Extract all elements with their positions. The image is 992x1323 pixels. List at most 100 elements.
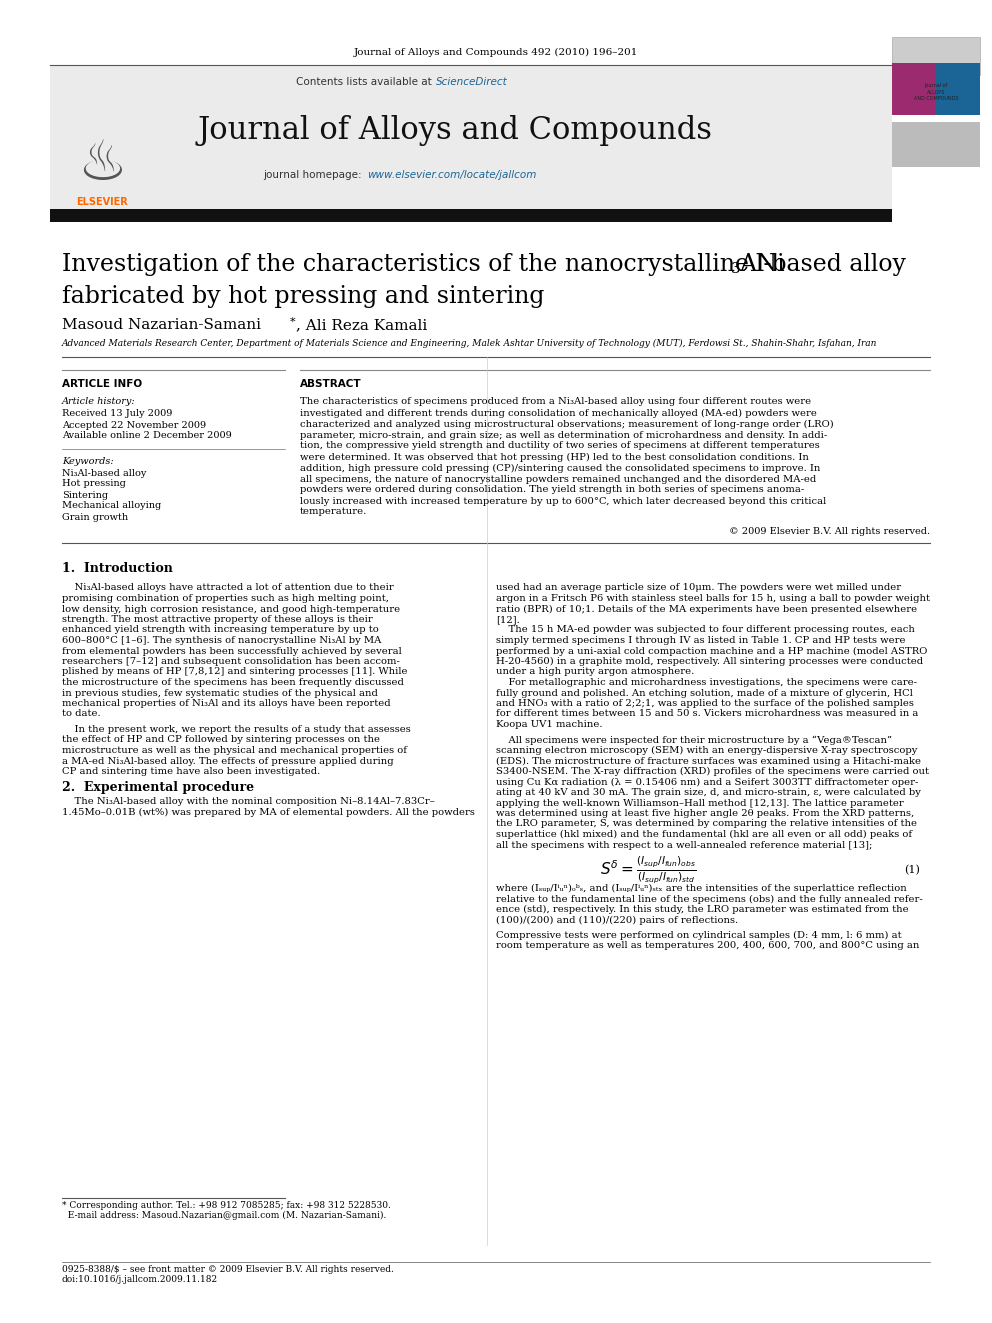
Text: Accepted 22 November 2009: Accepted 22 November 2009 [62,421,206,430]
Text: applying the well-known Williamson–Hall method [12,13]. The lattice parameter: applying the well-known Williamson–Hall … [496,799,904,807]
Text: relative to the fundamental line of the specimens (obs) and the fully annealed r: relative to the fundamental line of the … [496,894,923,904]
Text: Sintering: Sintering [62,491,108,500]
Text: argon in a Fritsch P6 with stainless steel balls for 15 h, using a ball to powde: argon in a Fritsch P6 with stainless ste… [496,594,930,603]
Text: ELSEVIER: ELSEVIER [76,197,128,206]
Text: Journal of Alloys and Compounds 492 (2010) 196–201: Journal of Alloys and Compounds 492 (201… [354,48,638,57]
Text: 0925-8388/$ – see front matter © 2009 Elsevier B.V. All rights reserved.: 0925-8388/$ – see front matter © 2009 El… [62,1266,394,1274]
Text: For metallographic and microhardness investigations, the specimens were care-: For metallographic and microhardness inv… [496,677,917,687]
FancyBboxPatch shape [892,37,980,75]
Text: [12].: [12]. [496,615,520,624]
Text: * Corresponding author. Tel.: +98 912 7085285; fax: +98 312 5228530.: * Corresponding author. Tel.: +98 912 70… [62,1200,391,1209]
Text: (1): (1) [904,865,920,876]
Text: E-mail address: Masoud.Nazarian@gmail.com (M. Nazarian-Samani).: E-mail address: Masoud.Nazarian@gmail.co… [62,1211,386,1220]
Text: (EDS). The microstructure of fracture surfaces was examined using a Hitachi-make: (EDS). The microstructure of fracture su… [496,757,921,766]
Text: parameter, micro-strain, and grain size; as well as determination of microhardne: parameter, micro-strain, and grain size;… [300,430,827,439]
Text: using Cu Kα radiation (λ = 0.15406 nm) and a Seifert 3003TT diffractometer oper-: using Cu Kα radiation (λ = 0.15406 nm) a… [496,778,919,787]
Text: characterized and analyzed using microstructural observations; measurement of lo: characterized and analyzed using microst… [300,419,833,429]
Text: was determined using at least five higher angle 2θ peaks. From the XRD patterns,: was determined using at least five highe… [496,808,915,818]
Text: In the present work, we report the results of a study that assesses: In the present work, we report the resul… [62,725,411,734]
Text: used had an average particle size of 10μm. The powders were wet milled under: used had an average particle size of 10μ… [496,583,901,593]
Text: Masoud Nazarian-Samani: Masoud Nazarian-Samani [62,318,261,332]
Text: powders were ordered during consolidation. The yield strength in both series of : powders were ordered during consolidatio… [300,486,805,495]
Text: www.elsevier.com/locate/jallcom: www.elsevier.com/locate/jallcom [367,169,537,180]
Text: Contents lists available at: Contents lists available at [296,77,435,87]
Text: ating at 40 kV and 30 mA. The grain size, d, and micro-strain, ε, were calculate: ating at 40 kV and 30 mA. The grain size… [496,789,921,796]
Text: The Ni₃Al-based alloy with the nominal composition Ni–8.14Al–7.83Cr–: The Ni₃Al-based alloy with the nominal c… [62,798,434,807]
Text: Koopa UV1 machine.: Koopa UV1 machine. [496,720,602,729]
Text: mechanical properties of Ni₃Al and its alloys have been reported: mechanical properties of Ni₃Al and its a… [62,699,391,708]
Text: room temperature as well as temperatures 200, 400, 600, 700, and 800°C using an: room temperature as well as temperatures… [496,942,920,950]
Text: ARTICLE INFO: ARTICLE INFO [62,378,142,389]
Text: lously increased with increased temperature by up to 600°C, which later decrease: lously increased with increased temperat… [300,496,826,505]
Text: researchers [7–12] and subsequent consolidation has been accom-: researchers [7–12] and subsequent consol… [62,658,400,665]
FancyBboxPatch shape [50,65,892,210]
Text: The 15 h MA-ed powder was subjected to four different processing routes, each: The 15 h MA-ed powder was subjected to f… [496,626,915,635]
Text: Keywords:: Keywords: [62,458,114,467]
Text: temperature.: temperature. [300,508,367,516]
Text: 600–800°C [1–6]. The synthesis of nanocrystalline Ni₃Al by MA: 600–800°C [1–6]. The synthesis of nanocr… [62,636,381,646]
Text: ratio (BPR) of 10;1. Details of the MA experiments have been presented elsewhere: ratio (BPR) of 10;1. Details of the MA e… [496,605,918,614]
Text: investigated and different trends during consolidation of mechanically alloyed (: investigated and different trends during… [300,409,816,418]
Text: in previous studies, few systematic studies of the physical and: in previous studies, few systematic stud… [62,688,378,697]
Text: journal homepage:: journal homepage: [263,169,365,180]
Text: All specimens were inspected for their microstructure by a “Vega®Tescan”: All specimens were inspected for their m… [496,736,892,745]
Text: the microstructure of the specimens has been frequently discussed: the microstructure of the specimens has … [62,677,404,687]
Text: ScienceDirect: ScienceDirect [436,77,508,87]
Text: Ni₃Al-based alloy: Ni₃Al-based alloy [62,468,147,478]
Text: promising combination of properties such as high melting point,: promising combination of properties such… [62,594,389,603]
Text: *: * [290,318,296,327]
Text: and HNO₃ with a ratio of 2;2;1, was applied to the surface of the polished sampl: and HNO₃ with a ratio of 2;2;1, was appl… [496,699,914,708]
Text: (100)/(200) and (110)/(220) pairs of reflections.: (100)/(200) and (110)/(220) pairs of ref… [496,916,738,925]
Text: ♨: ♨ [77,138,127,192]
Text: superlattice (hkl mixed) and the fundamental (hkl are all even or all odd) peaks: superlattice (hkl mixed) and the fundame… [496,830,912,839]
Text: Journal of
ALLOYS
AND COMPOUNDS: Journal of ALLOYS AND COMPOUNDS [914,83,958,101]
Text: were determined. It was observed that hot pressing (HP) led to the best consolid: were determined. It was observed that ho… [300,452,808,462]
Text: Mechanical alloying: Mechanical alloying [62,501,162,511]
Text: Article history:: Article history: [62,397,136,406]
Text: the effect of HP and CP followed by sintering processes on the: the effect of HP and CP followed by sint… [62,736,380,745]
Text: scanning electron microscopy (SEM) with an energy-dispersive X-ray spectroscopy: scanning electron microscopy (SEM) with … [496,746,918,755]
FancyBboxPatch shape [892,64,936,115]
FancyBboxPatch shape [892,122,980,167]
Text: performed by a uni-axial cold compaction machine and a HP machine (model ASTRO: performed by a uni-axial cold compaction… [496,647,928,656]
Text: all specimens, the nature of nanocrystalline powders remained unchanged and the : all specimens, the nature of nanocrystal… [300,475,816,483]
Text: Ni₃Al-based alloys have attracted a lot of attention due to their: Ni₃Al-based alloys have attracted a lot … [62,583,394,593]
Text: 2.  Experimental procedure: 2. Experimental procedure [62,781,254,794]
Text: a MA-ed Ni₃Al-based alloy. The effects of pressure applied during: a MA-ed Ni₃Al-based alloy. The effects o… [62,757,394,766]
Text: simply termed specimens I through IV as listed in Table 1. CP and HP tests were: simply termed specimens I through IV as … [496,636,906,646]
Text: ABSTRACT: ABSTRACT [300,378,362,389]
Text: Investigation of the characteristics of the nanocrystalline Ni: Investigation of the characteristics of … [62,254,785,277]
Text: plished by means of HP [7,8,12] and sintering processes [11]. While: plished by means of HP [7,8,12] and sint… [62,668,408,676]
Text: strength. The most attractive property of these alloys is their: strength. The most attractive property o… [62,615,373,624]
Text: © 2009 Elsevier B.V. All rights reserved.: © 2009 Elsevier B.V. All rights reserved… [729,527,930,536]
Text: S3400-NSEM. The X-ray diffraction (XRD) profiles of the specimens were carried o: S3400-NSEM. The X-ray diffraction (XRD) … [496,767,929,777]
Text: addition, high pressure cold pressing (CP)/sintering caused the consolidated spe: addition, high pressure cold pressing (C… [300,463,820,472]
Text: where (Iₛᵤₚ/Iⁱᵤⁿ)ₒᵇₛ, and (Iₛᵤₚ/Iⁱᵤⁿ)ₛₜₓ are the intensities of the superlattice: where (Iₛᵤₚ/Iⁱᵤⁿ)ₒᵇₛ, and (Iₛᵤₚ/Iⁱᵤⁿ)ₛₜₓ… [496,884,907,893]
Text: fabricated by hot pressing and sintering: fabricated by hot pressing and sintering [62,284,545,307]
Text: Hot pressing: Hot pressing [62,479,126,488]
Text: tion, the compressive yield strength and ductility of two series of specimens at: tion, the compressive yield strength and… [300,442,819,451]
Text: 3: 3 [731,262,741,277]
Text: microstructure as well as the physical and mechanical properties of: microstructure as well as the physical a… [62,746,407,755]
Text: Grain growth: Grain growth [62,512,128,521]
Text: CP and sintering time have also been investigated.: CP and sintering time have also been inv… [62,767,320,777]
Text: Received 13 July 2009: Received 13 July 2009 [62,410,173,418]
Text: to date.: to date. [62,709,100,718]
Text: H-20-4560) in a graphite mold, respectively. All sintering processes were conduc: H-20-4560) in a graphite mold, respectiv… [496,658,924,665]
Text: low density, high corrosion resistance, and good high-temperature: low density, high corrosion resistance, … [62,605,400,614]
Text: $S^{\delta} = \frac{(I_{sup}/I_{fun})_{obs}}{(I_{sup}/I_{fun})_{std}}$: $S^{\delta} = \frac{(I_{sup}/I_{fun})_{o… [600,855,696,886]
Text: Compressive tests were performed on cylindrical samples (D: 4 mm, l: 6 mm) at: Compressive tests were performed on cyli… [496,931,902,941]
Text: doi:10.1016/j.jallcom.2009.11.182: doi:10.1016/j.jallcom.2009.11.182 [62,1275,218,1285]
Text: Journal of Alloys and Compounds: Journal of Alloys and Compounds [197,115,712,146]
Text: 1.  Introduction: 1. Introduction [62,561,173,574]
Text: Advanced Materials Research Center, Department of Materials Science and Engineer: Advanced Materials Research Center, Depa… [62,339,877,348]
Text: Al-based alloy: Al-based alloy [739,254,906,277]
Text: , Ali Reza Kamali: , Ali Reza Kamali [296,318,428,332]
Text: enhanced yield strength with increasing temperature by up to: enhanced yield strength with increasing … [62,626,379,635]
Text: The characteristics of specimens produced from a Ni₃Al-based alloy using four di: The characteristics of specimens produce… [300,397,811,406]
Text: ence (std), respectively. In this study, the LRO parameter was estimated from th: ence (std), respectively. In this study,… [496,905,909,914]
Text: fully ground and polished. An etching solution, made of a mixture of glycerin, H: fully ground and polished. An etching so… [496,688,913,697]
FancyBboxPatch shape [50,209,892,222]
Text: under a high purity argon atmosphere.: under a high purity argon atmosphere. [496,668,694,676]
Text: from elemental powders has been successfully achieved by several: from elemental powders has been successf… [62,647,402,655]
